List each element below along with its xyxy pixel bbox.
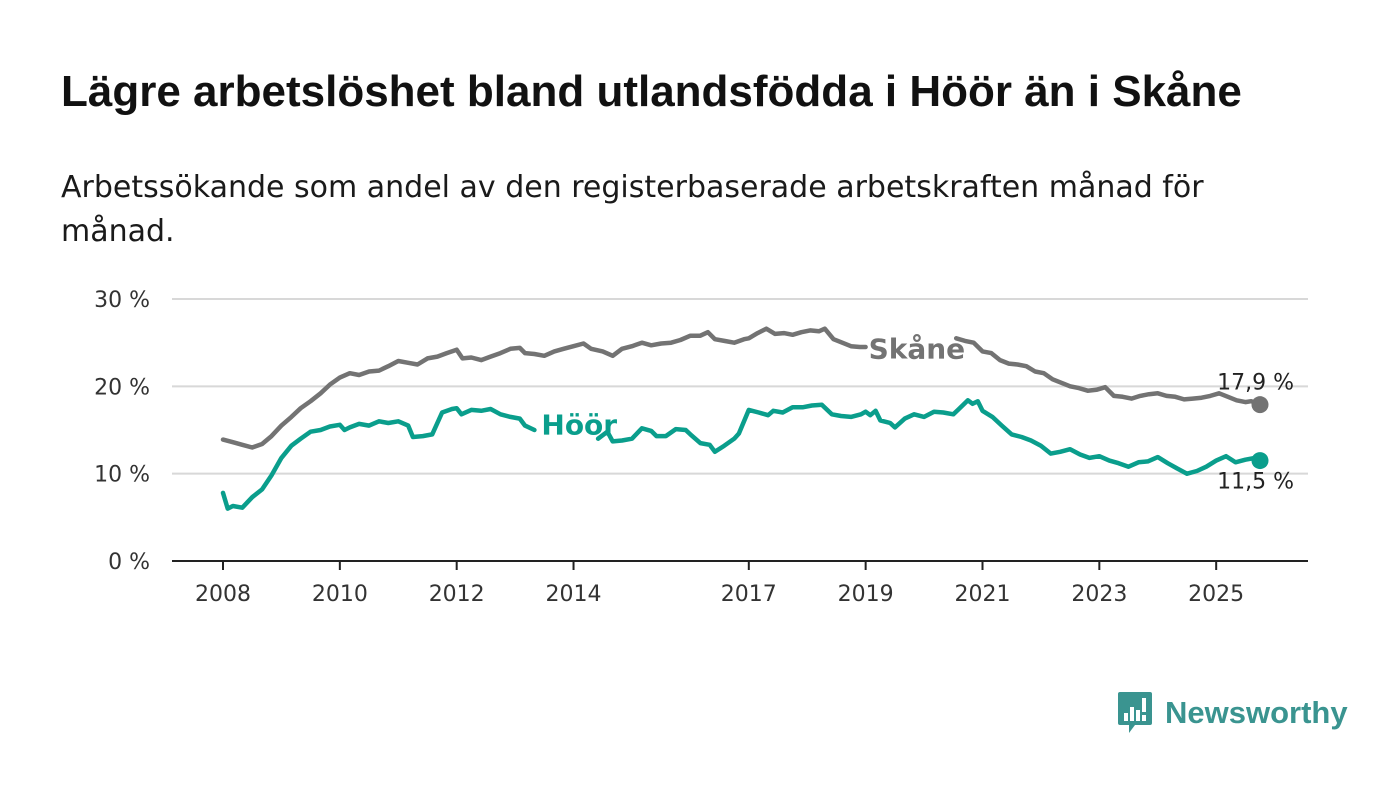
- newsworthy-brand: Newsworthy: [1117, 690, 1348, 736]
- end-value-label-skane: 17,9 %: [1217, 371, 1294, 396]
- y-tick-label: 20 %: [94, 375, 150, 400]
- x-tick-label: 2025: [1188, 582, 1244, 607]
- y-tick-label: 10 %: [94, 463, 150, 488]
- x-tick-label: 2023: [1071, 582, 1127, 607]
- series-line-skne: [953, 336, 1263, 407]
- x-tick-label: 2021: [954, 582, 1010, 607]
- end-point-skne: [1251, 396, 1269, 414]
- chart-title: Lägre arbetslöshet bland utlandsfödda i …: [61, 67, 1242, 116]
- x-tick-label: 2014: [546, 582, 602, 607]
- y-tick-label: 0 %: [108, 550, 150, 575]
- end-point-hr: [1251, 452, 1269, 470]
- series-line-hr: [595, 398, 1263, 476]
- x-tick-label: 2019: [838, 582, 894, 607]
- series-label-hoor: Höör: [541, 408, 617, 441]
- series-line-skne: [220, 326, 868, 450]
- x-tick-label: 2012: [429, 582, 485, 607]
- brand-name: Newsworthy: [1165, 695, 1348, 730]
- newsworthy-logo-icon: [1118, 692, 1152, 733]
- series-line-hr: [220, 405, 537, 511]
- x-tick-label: 2008: [195, 582, 251, 607]
- end-value-label-hoor: 11,5 %: [1217, 470, 1294, 495]
- y-tick-label: 30 %: [94, 288, 150, 313]
- chart-subtitle: Arbetssökande som andel av den registerb…: [61, 170, 1204, 249]
- x-tick-label: 2017: [721, 582, 777, 607]
- series-label-skane: Skåne: [869, 332, 966, 365]
- x-tick-label: 2010: [312, 582, 368, 607]
- line-chart: 0 % 10 % 20 % 30 % 2008 2010 2012 2014 2017 2019 2…: [94, 288, 1308, 607]
